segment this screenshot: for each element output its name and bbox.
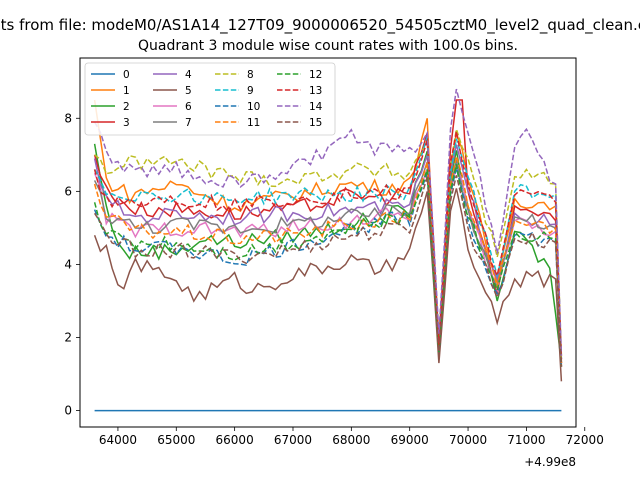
legend-label-14: 14	[309, 101, 323, 113]
series-line-1	[93, 99, 563, 364]
legend-box	[84, 62, 336, 136]
x-tick-label: 69000	[391, 433, 429, 447]
legend-label-9: 9	[247, 85, 254, 97]
x-tick-label: 64000	[99, 433, 137, 447]
plot-area: 64000 65000 66000 67000 68000 69000 70000 71000…	[64, 57, 604, 469]
chart-title: Quadrant 3 module wise count rates with …	[138, 38, 518, 54]
y-tick-label: 2	[64, 330, 72, 344]
legend-label-6: 6	[185, 101, 192, 113]
y-tick-label: 0	[64, 404, 72, 418]
legend-label-15: 15	[309, 117, 322, 129]
figure-suptitle: Plots from file: modeM0/AS1A14_127T09_90…	[0, 16, 640, 35]
axes-frame	[79, 57, 577, 428]
y-axis: 0 2 4 6 8	[64, 111, 80, 418]
y-tick-label: 6	[64, 184, 72, 198]
series-line-14	[93, 88, 563, 356]
legend-label-0: 0	[123, 69, 130, 81]
series-line-7	[93, 159, 563, 364]
y-tick-label: 4	[64, 257, 72, 271]
legend-label-5: 5	[185, 85, 192, 97]
x-tick-label: 68000	[332, 433, 370, 447]
legend-label-3: 3	[123, 117, 130, 129]
series-line-11	[93, 156, 563, 364]
x-axis: 64000 65000 66000 67000 68000 69000 70000 71000…	[99, 427, 604, 447]
x-tick-label: 71000	[507, 433, 545, 447]
x-offset-label: +4.99e8	[524, 455, 576, 469]
x-tick-label: 72000	[566, 433, 604, 447]
series-line-9	[93, 136, 563, 360]
legend-label-13: 13	[309, 85, 322, 97]
y-tick-label: 8	[64, 111, 72, 125]
legend-label-4: 4	[185, 69, 192, 81]
series-line-13	[93, 131, 563, 360]
series-layer	[93, 88, 563, 412]
x-tick-label: 65000	[157, 433, 195, 447]
series-line-15	[93, 175, 563, 367]
x-tick-label: 67000	[274, 433, 312, 447]
series-line-5	[93, 188, 563, 382]
legend-label-8: 8	[247, 69, 254, 81]
series-line-6	[93, 163, 563, 364]
legend-label-1: 1	[123, 85, 130, 97]
legend-label-12: 12	[309, 69, 322, 81]
series-line-8	[94, 128, 563, 356]
x-tick-label: 70000	[449, 433, 487, 447]
x-tick-label: 66000	[216, 433, 254, 447]
series-line-10	[93, 167, 563, 367]
legend-label-11: 11	[247, 117, 260, 129]
legend-label-7: 7	[185, 117, 192, 129]
legend-label-2: 2	[123, 101, 130, 113]
legend-label-10: 10	[247, 101, 260, 113]
